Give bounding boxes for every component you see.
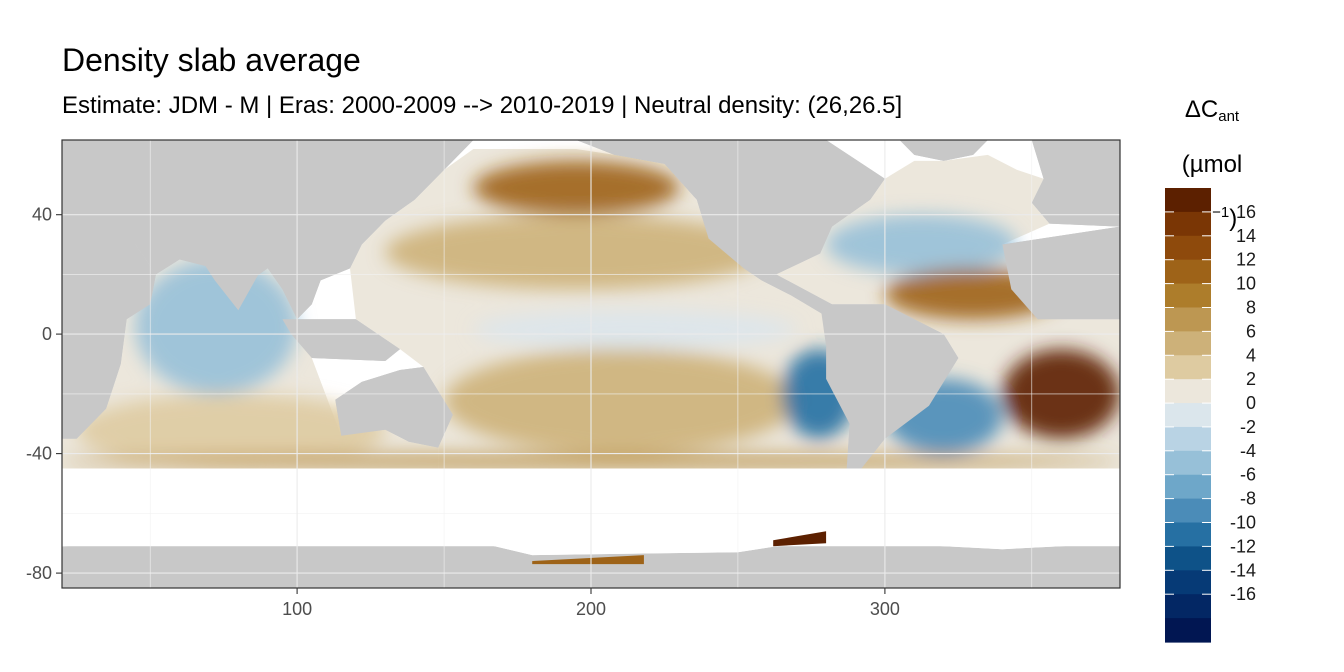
legend-label: 4 bbox=[1246, 345, 1256, 365]
legend-label: 16 bbox=[1236, 202, 1256, 222]
grid-lines bbox=[62, 140, 1120, 588]
y-tick-label: -40 bbox=[26, 444, 52, 464]
legend-swatch bbox=[1165, 474, 1211, 500]
legend-label: 2 bbox=[1246, 369, 1256, 389]
legend-swatch bbox=[1165, 403, 1211, 428]
legend-label: 8 bbox=[1246, 298, 1256, 318]
amundsen-sea-patch bbox=[773, 531, 827, 547]
legend-label: 6 bbox=[1246, 321, 1256, 341]
mask-land-central-america bbox=[761, 274, 832, 317]
x-tick-label: 200 bbox=[576, 599, 606, 619]
legend-title-subscript: ant bbox=[1218, 108, 1240, 125]
legend-swatch bbox=[1165, 594, 1211, 619]
legend-swatch bbox=[1165, 426, 1211, 452]
mask-land-europe bbox=[1031, 140, 1120, 227]
x-tick-label: 300 bbox=[870, 599, 900, 619]
legend-swatch bbox=[1165, 283, 1211, 309]
legend-swatch bbox=[1165, 211, 1211, 237]
legend-units-close: ) bbox=[1229, 205, 1238, 232]
mask-land-north-america bbox=[576, 140, 885, 281]
legend-title-main: ΔC bbox=[1184, 96, 1219, 123]
region-north-pacific-subpolar bbox=[473, 160, 680, 215]
chart-subtitle: Estimate: JDM - M | Eras: 2000-2009 --> … bbox=[62, 92, 903, 119]
chart-title: Density slab average bbox=[62, 42, 361, 78]
legend-swatch bbox=[1165, 546, 1211, 571]
legend-swatch bbox=[1165, 618, 1211, 643]
legend-swatch bbox=[1165, 307, 1211, 332]
legend-swatch bbox=[1165, 331, 1211, 356]
region-south-pacific-subtropical bbox=[444, 349, 797, 454]
legend-label: -8 bbox=[1240, 489, 1256, 509]
legend-swatch bbox=[1165, 570, 1211, 595]
legend-label: 10 bbox=[1236, 274, 1256, 294]
region-indian-ocean-south bbox=[76, 393, 386, 469]
region-equatorial-pacific bbox=[473, 310, 797, 350]
legend-label: -14 bbox=[1230, 560, 1256, 580]
legend-swatch bbox=[1165, 355, 1211, 380]
mask-land-greenland bbox=[899, 140, 988, 161]
legend-swatch bbox=[1165, 450, 1211, 476]
legend-label: 0 bbox=[1246, 393, 1256, 413]
legend-label: -10 bbox=[1230, 513, 1256, 533]
legend-label: -6 bbox=[1240, 465, 1256, 485]
legend-label: -16 bbox=[1230, 584, 1256, 604]
region-north-atlantic-subtropical bbox=[826, 214, 1018, 275]
region-indian-ocean-north bbox=[135, 259, 298, 394]
x-tick-label: 100 bbox=[282, 599, 312, 619]
legend-label: -12 bbox=[1230, 536, 1256, 556]
legend-units-exponent: −1 bbox=[1212, 204, 1230, 221]
legend-swatch bbox=[1165, 188, 1211, 213]
legend-swatch bbox=[1165, 235, 1211, 261]
legend-swatch bbox=[1165, 259, 1211, 285]
y-tick-label: 0 bbox=[42, 324, 52, 344]
colorbar-legend: 16 14 12 10 8 6 4 2 0 -2 -4 -6 -8 -10 -12 -14 -16 bbox=[1165, 188, 1256, 643]
y-tick-label: 40 bbox=[32, 205, 52, 225]
legend-title-quantity: ΔCant bbox=[1156, 86, 1268, 141]
mask-land-maritime bbox=[282, 319, 400, 361]
y-tick-label: -80 bbox=[26, 563, 52, 583]
region-north-pacific-subtropical bbox=[385, 214, 768, 290]
legend-swatch bbox=[1165, 379, 1211, 404]
mask-land-australia bbox=[335, 367, 453, 448]
legend-label: -2 bbox=[1240, 417, 1256, 437]
ross-sea-patch bbox=[532, 555, 644, 565]
plot-panel bbox=[61, 139, 1121, 589]
legend-label: -4 bbox=[1240, 441, 1256, 461]
legend-swatch bbox=[1165, 498, 1211, 524]
legend-label: 14 bbox=[1236, 226, 1256, 246]
mask-land-asia bbox=[135, 140, 474, 320]
mask-land-south-america bbox=[820, 304, 959, 496]
legend-label: 12 bbox=[1236, 250, 1256, 270]
legend-swatch bbox=[1165, 522, 1211, 548]
